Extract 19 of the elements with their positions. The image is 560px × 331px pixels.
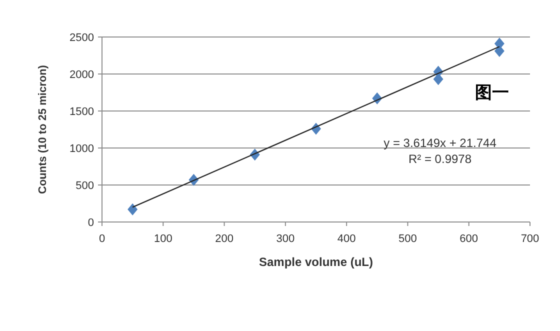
x-tick-label: 100 [154, 233, 172, 245]
x-tick-label: 700 [520, 233, 540, 245]
y-tick-label: 2000 [70, 69, 94, 81]
y-tick-label: 1000 [70, 143, 94, 155]
x-tick-label: 500 [398, 233, 417, 245]
y-tick-label: 0 [88, 217, 94, 229]
x-tick-label: 300 [276, 233, 295, 245]
y-tick-label: 500 [76, 180, 94, 192]
x-tick-label: 600 [460, 233, 478, 245]
y-tick-label: 2500 [70, 32, 94, 44]
x-axis-title: Sample volume (uL) [258, 255, 374, 269]
annotation: y = 3.6149x + 21.744 [384, 136, 497, 150]
annotation: R² = 0.9978 [408, 152, 472, 166]
x-tick-label: 400 [337, 233, 356, 245]
x-tick-label: 200 [215, 233, 234, 245]
annotation: 图一 [475, 83, 509, 102]
x-tick-label: 0 [98, 233, 106, 245]
y-axis-title: Counts (10 to 25 micron) [37, 64, 49, 194]
y-tick-label: 1500 [70, 106, 94, 118]
